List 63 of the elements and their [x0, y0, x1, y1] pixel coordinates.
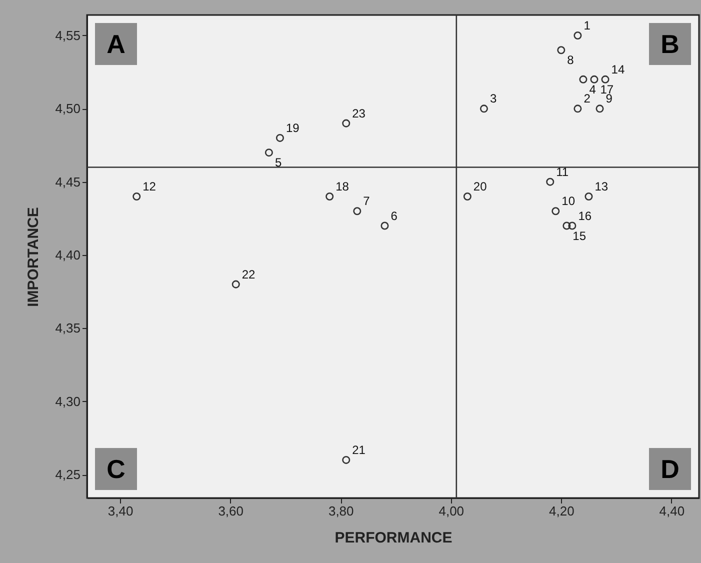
point	[596, 104, 604, 113]
point	[568, 222, 576, 230]
annotation: 16	[578, 208, 592, 223]
annotation: 4	[589, 82, 596, 96]
y-tick-label: 4,45	[55, 174, 80, 190]
point	[232, 280, 240, 288]
point	[132, 192, 141, 200]
y-tick-label: 4,30	[55, 394, 80, 409]
x-tick-label: 4,00	[438, 504, 464, 518]
point	[546, 178, 554, 186]
annotation: 22	[242, 267, 256, 282]
annotation: B	[660, 29, 680, 59]
point	[574, 104, 582, 113]
point	[601, 75, 610, 84]
point	[463, 192, 472, 200]
annotation: 3	[490, 92, 497, 106]
point	[552, 207, 560, 216]
annotation: 7	[363, 194, 370, 208]
annotation: 23	[352, 106, 366, 120]
point	[562, 222, 571, 230]
y-tick-label: 4,25	[55, 467, 80, 482]
annotation: 6	[390, 208, 398, 223]
point	[480, 104, 488, 113]
y-tick-label: 4,50	[55, 101, 80, 116]
point	[579, 75, 588, 84]
annotation: 5	[274, 156, 282, 170]
point	[342, 456, 350, 464]
annotation: A	[106, 29, 126, 59]
x-tick-label: 4,40	[659, 504, 685, 518]
x-tick-label: 4,20	[549, 504, 574, 518]
annotation: 13	[594, 179, 608, 194]
annotation: 15	[572, 228, 586, 243]
point	[584, 192, 593, 200]
y-tick-label: 4,55	[55, 28, 80, 43]
x-axis-title: PERFORMANCE	[334, 530, 452, 546]
x-tick-label: 3,60	[218, 504, 244, 518]
annotation: 10	[562, 194, 576, 208]
y-tick-label: 4,35	[55, 320, 80, 336]
point	[557, 46, 566, 54]
annotation: 14	[611, 62, 625, 76]
point	[276, 134, 284, 142]
point	[380, 222, 389, 230]
annotation: C	[106, 454, 126, 484]
annotation: 12	[142, 179, 156, 194]
annotation: 19	[286, 120, 300, 135]
annotation: 8	[567, 53, 574, 68]
annotation: 1	[584, 18, 591, 32]
annotation: 2	[584, 92, 591, 106]
annotation: 21	[352, 442, 366, 457]
point	[264, 148, 273, 157]
x-tick-label: 3,80	[328, 504, 354, 518]
annotation: 18	[336, 179, 350, 194]
point	[574, 31, 582, 40]
y-axis-title: IMPORTANCE	[25, 207, 42, 307]
annotation: 11	[556, 164, 569, 179]
point	[590, 75, 598, 84]
point	[353, 207, 362, 216]
point	[326, 192, 334, 200]
annotation: D	[660, 454, 680, 484]
point	[342, 119, 350, 128]
y-tick-label: 4,40	[55, 248, 80, 263]
annotation: 20	[473, 179, 488, 194]
x-tick-label: 3,40	[108, 504, 134, 518]
